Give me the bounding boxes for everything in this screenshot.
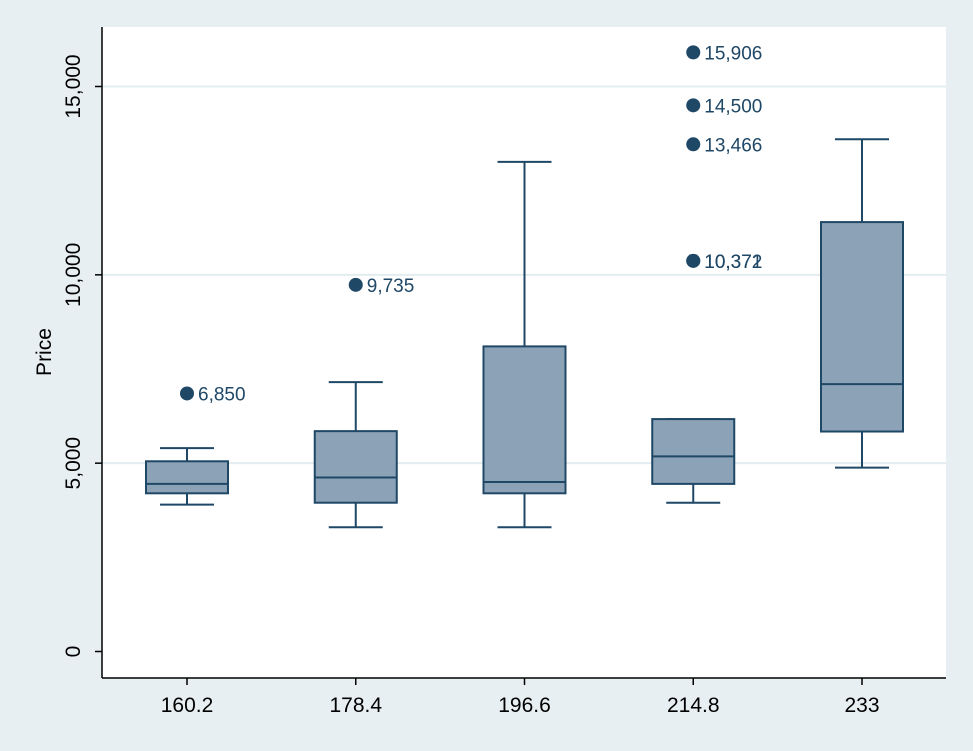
x-tick-label: 196.6 bbox=[498, 694, 551, 717]
box bbox=[313, 430, 398, 504]
x-tick-label: 160.2 bbox=[161, 694, 214, 717]
outlier-marker bbox=[686, 253, 701, 268]
outlier-marker bbox=[180, 386, 194, 401]
y-tick-label: 15,000 bbox=[62, 54, 85, 118]
box-group-1: 9,735 bbox=[313, 276, 415, 529]
outlier-label: 13,466 bbox=[704, 135, 762, 156]
outlier-marker bbox=[686, 98, 701, 113]
box bbox=[145, 460, 229, 495]
y-tick-label: 5,000 bbox=[62, 437, 85, 490]
outlier-label: 6,850 bbox=[198, 384, 246, 405]
box bbox=[820, 221, 904, 433]
outlier-marker bbox=[348, 277, 363, 292]
y-tick-label: 10,000 bbox=[62, 243, 85, 307]
y-axis-title: Price bbox=[33, 328, 56, 376]
y-tick-label: 0 bbox=[62, 646, 85, 658]
outlier-label: 14,500 bbox=[704, 96, 762, 117]
box bbox=[482, 345, 567, 495]
outlier-label: 10,371 bbox=[704, 252, 762, 273]
outlier-marker bbox=[686, 137, 701, 152]
x-tick-label: 214.8 bbox=[667, 694, 720, 717]
outlier-marker bbox=[686, 45, 701, 60]
outlier-label: 9,735 bbox=[367, 276, 415, 297]
outlier-label: 15,906 bbox=[704, 43, 762, 64]
box-group-0: 6,850 bbox=[145, 384, 246, 506]
x-tick-label: 233 bbox=[844, 694, 879, 717]
box-group-4 bbox=[820, 138, 904, 469]
x-tick-label: 178.4 bbox=[329, 694, 382, 717]
box bbox=[651, 418, 736, 485]
outlier-label: 10,372 bbox=[704, 252, 762, 273]
box-group-2 bbox=[482, 160, 567, 529]
